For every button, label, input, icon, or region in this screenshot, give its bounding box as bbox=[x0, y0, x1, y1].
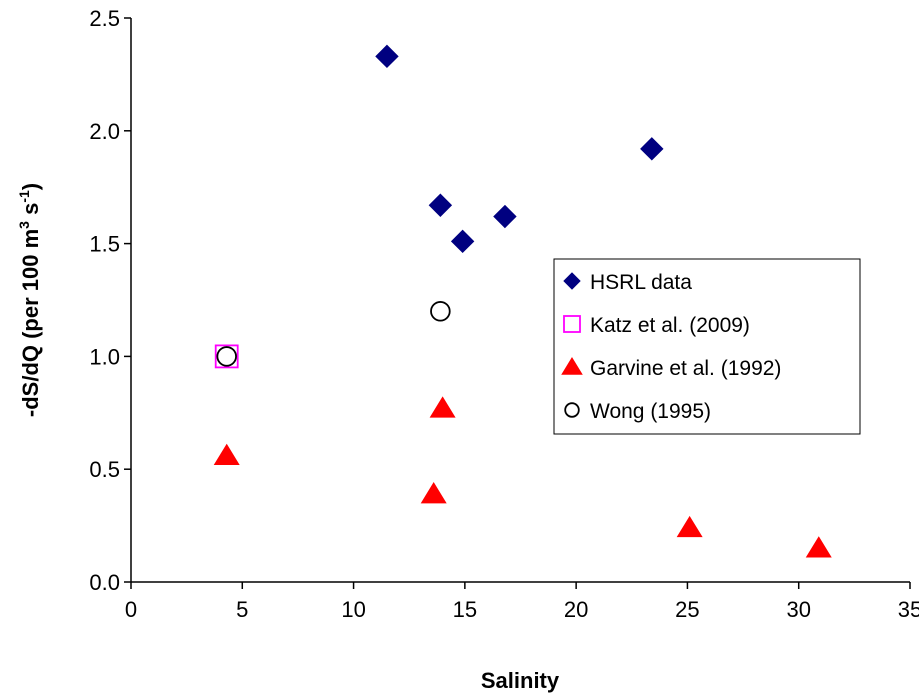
y-tick-label: 0.5 bbox=[89, 457, 120, 482]
y-tick-label: 0.0 bbox=[89, 570, 120, 595]
legend-marker bbox=[561, 357, 583, 375]
x-tick-label: 25 bbox=[675, 597, 699, 622]
legend-marker bbox=[563, 272, 581, 290]
data-point bbox=[420, 482, 447, 504]
legend-label: HSRL data bbox=[590, 271, 692, 294]
data-point bbox=[214, 344, 239, 369]
y-axis-title-prefix: -dS/dQ (per 100 m bbox=[18, 229, 43, 417]
legend-marker bbox=[564, 402, 580, 418]
data-point bbox=[493, 204, 517, 229]
y-tick-label: 1.0 bbox=[89, 344, 120, 369]
legend-label: Wong (1995) bbox=[590, 400, 711, 423]
y-axis-title-exp2: -1 bbox=[16, 190, 32, 203]
x-tick-label: 0 bbox=[125, 597, 137, 622]
y-tick-label: 2.0 bbox=[89, 119, 120, 144]
legend-label: Katz et al. (2009) bbox=[590, 314, 750, 337]
data-points bbox=[213, 44, 832, 558]
data-point bbox=[429, 396, 456, 418]
y-tick-label: 1.5 bbox=[89, 232, 120, 257]
y-axis-title-middle: s bbox=[18, 203, 43, 221]
x-tick-label: 35 bbox=[898, 597, 919, 622]
x-tick-label: 20 bbox=[564, 597, 588, 622]
legend: HSRL data Katz et al. (2009) Garvine et al… bbox=[553, 258, 861, 435]
data-point bbox=[430, 301, 451, 322]
x-axis-title: Salinity bbox=[481, 668, 560, 693]
x-tick-label: 15 bbox=[453, 597, 477, 622]
x-tick-label: 10 bbox=[341, 597, 365, 622]
data-point bbox=[428, 193, 453, 217]
data-point bbox=[213, 443, 240, 465]
y-axis-title-exp1: 3 bbox=[16, 221, 32, 229]
data-point bbox=[450, 229, 475, 254]
data-point bbox=[375, 44, 399, 69]
data-point bbox=[676, 515, 703, 538]
y-axis-ticks: 0.0 0.5 1.0 1.5 2.0 2.5 bbox=[89, 6, 131, 595]
y-axis-title-suffix: ) bbox=[18, 183, 43, 190]
x-tick-label: 30 bbox=[786, 597, 810, 622]
data-point bbox=[640, 137, 664, 161]
data-point bbox=[216, 346, 237, 367]
data-point bbox=[805, 536, 832, 558]
y-tick-label: 2.5 bbox=[89, 6, 120, 31]
legend-box bbox=[553, 258, 861, 435]
legend-items: HSRL data Katz et al. (2009) Garvine et al… bbox=[561, 271, 781, 423]
x-axis-ticks: 0 5 10 15 20 25 30 35 bbox=[125, 582, 919, 622]
x-tick-label: 5 bbox=[236, 597, 248, 622]
legend-label: Garvine et al. (1992) bbox=[590, 357, 781, 380]
legend-marker bbox=[563, 315, 581, 333]
plot-area: 0.0 0.5 1.0 1.5 2.0 2.5 0 5 10 15 20 25 30 35 bbox=[89, 6, 919, 622]
y-axis-title: -dS/dQ (per 100 m3 s-1) bbox=[16, 183, 43, 417]
